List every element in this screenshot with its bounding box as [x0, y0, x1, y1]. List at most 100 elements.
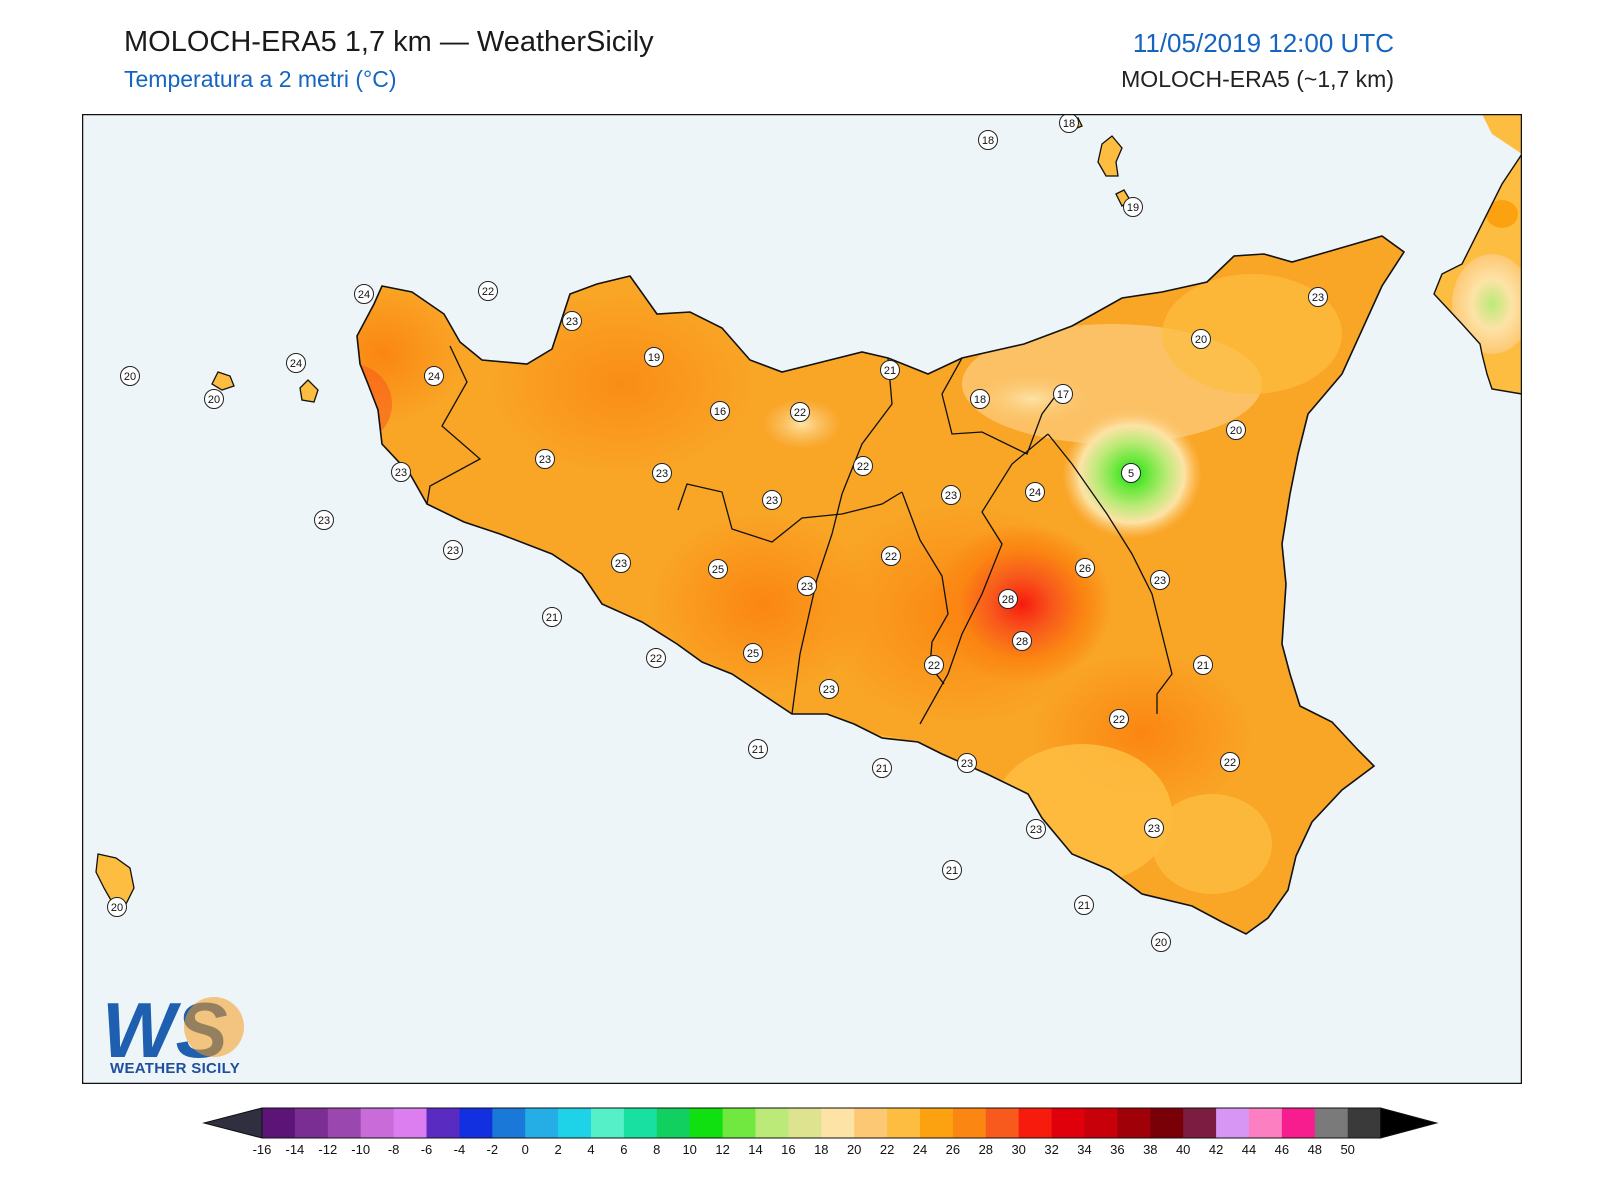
station-marker: 19: [644, 347, 664, 367]
legend-tick-label: -2: [487, 1142, 499, 1157]
station-markers: 24 22 23 19 24 24 20 20 23 23 23 23 23 22 16 22 23 21 21 18…: [107, 114, 1328, 952]
station-marker: 20: [204, 389, 224, 409]
legend-bin: [1314, 1108, 1349, 1138]
station-temperature: 23: [539, 454, 551, 466]
legend-bin: [1183, 1108, 1217, 1138]
station-marker: 21: [748, 739, 768, 759]
legend-tick-label: 20: [847, 1142, 861, 1157]
legend-bin: [821, 1108, 855, 1138]
legend-tick-label: 36: [1110, 1142, 1124, 1157]
station-marker: 17: [1053, 384, 1073, 404]
temperature-map: 24 22 23 19 24 24 20 20 23 23 23 23 23 22 16 22 23 21 21 18…: [82, 114, 1522, 1084]
station-marker: 28: [1012, 631, 1032, 651]
legend-bin: [591, 1108, 625, 1138]
station-temperature: 24: [428, 371, 440, 383]
station-marker: 23: [391, 462, 411, 482]
legend-tick-label: -4: [454, 1142, 466, 1157]
legend-tick-label: 44: [1242, 1142, 1256, 1157]
station-temperature: 23: [1030, 824, 1042, 836]
legend-tick-label: 46: [1275, 1142, 1289, 1157]
station-temperature: 23: [945, 490, 957, 502]
station-marker: 23: [1308, 287, 1328, 307]
station-temperature: 20: [208, 394, 220, 406]
station-marker: 25: [708, 559, 728, 579]
station-temperature: 24: [1029, 487, 1041, 499]
legend-tick-label: 18: [814, 1142, 828, 1157]
station-temperature: 20: [111, 902, 123, 914]
station-marker: 18: [1059, 114, 1079, 133]
legend-bin: [1216, 1108, 1250, 1138]
station-marker: 20: [1191, 329, 1211, 349]
legend-arrow-low: [202, 1107, 263, 1139]
station-temperature: 21: [946, 865, 958, 877]
station-temperature: 22: [1224, 757, 1236, 769]
legend-bin: [1347, 1108, 1382, 1138]
legend-bin: [689, 1108, 724, 1138]
legend-tick-label: -14: [286, 1142, 305, 1157]
weathersicily-logo: WS: [102, 986, 244, 1074]
station-marker: 22: [646, 648, 666, 668]
station-temperature: 23: [1312, 292, 1324, 304]
station-marker: 5: [1121, 463, 1141, 483]
station-temperature: 24: [358, 289, 370, 301]
station-marker: 23: [762, 490, 782, 510]
station-temperature: 23: [656, 468, 668, 480]
station-marker: 18: [978, 130, 998, 150]
legend-tick-label: 32: [1044, 1142, 1058, 1157]
station-marker: 24: [286, 353, 306, 373]
station-temperature: 22: [482, 286, 494, 298]
province-boundaries: [426, 345, 1173, 725]
station-temperature: 23: [961, 758, 973, 770]
station-temperature: 24: [290, 358, 302, 370]
legend-bin: [788, 1108, 822, 1138]
legend-tick-label: 12: [715, 1142, 729, 1157]
station-marker: 23: [562, 311, 582, 331]
legend-bin: [492, 1108, 526, 1138]
station-marker: 23: [314, 510, 334, 530]
station-marker: 23: [443, 540, 463, 560]
station-temperature: 18: [974, 394, 986, 406]
station-temperature: 23: [1148, 823, 1160, 835]
legend-bin: [525, 1108, 559, 1138]
legend-bin: [887, 1108, 921, 1138]
legend-bin: [1117, 1108, 1151, 1138]
station-temperature: 23: [566, 316, 578, 328]
aeolian-island: [1097, 135, 1123, 177]
station-marker: 20: [1151, 932, 1171, 952]
station-temperature: 23: [823, 684, 835, 696]
egadi-island: [211, 371, 235, 391]
station-marker: 25: [743, 643, 763, 663]
station-marker: 21: [542, 607, 562, 627]
station-marker: 22: [478, 281, 498, 301]
station-temperature: 23: [801, 581, 813, 593]
station-temperature: 5: [1128, 468, 1134, 480]
legend-bin: [294, 1108, 329, 1138]
station-temperature: 19: [1127, 202, 1139, 214]
station-temperature: 25: [747, 648, 759, 660]
station-temperature: 17: [1057, 389, 1069, 401]
station-marker: 23: [1144, 818, 1164, 838]
legend-bin: [985, 1108, 1020, 1138]
legend-bin: [262, 1108, 296, 1138]
egadi-island: [299, 379, 319, 403]
map-subtitle: Temperatura a 2 metri (°C): [124, 66, 397, 92]
legend-tick-label: 22: [880, 1142, 894, 1157]
station-marker: 24: [354, 284, 374, 304]
station-marker: 22: [853, 456, 873, 476]
legend-bin: [920, 1108, 954, 1138]
legend-bin: [1018, 1108, 1053, 1138]
legend-bin: [1249, 1108, 1283, 1138]
legend-bin: [1150, 1108, 1184, 1138]
station-marker: 23: [535, 449, 555, 469]
station-temperature: 21: [1197, 660, 1209, 672]
station-marker: 22: [881, 546, 901, 566]
legend-tick-label: -6: [421, 1142, 433, 1157]
station-temperature: 20: [1155, 937, 1167, 949]
station-temperature: 21: [884, 365, 896, 377]
station-temperature: 25: [712, 564, 724, 576]
legend-tick-label: 16: [781, 1142, 795, 1157]
legend-bin: [1051, 1108, 1085, 1138]
station-temperature: 16: [714, 406, 726, 418]
legend-tick-label: -8: [388, 1142, 400, 1157]
legend-bin: [952, 1108, 987, 1138]
